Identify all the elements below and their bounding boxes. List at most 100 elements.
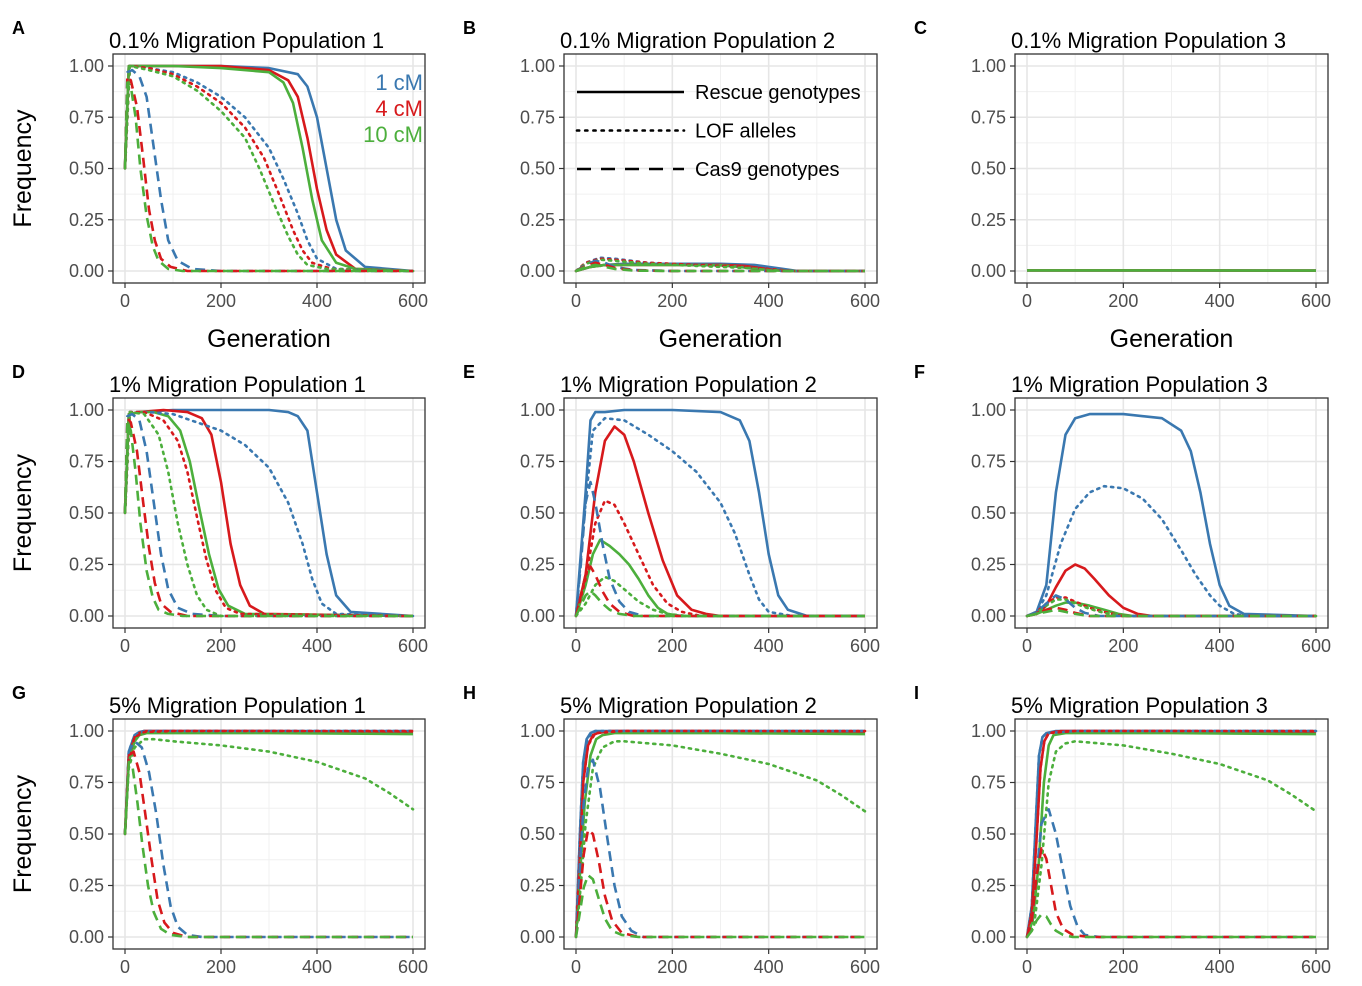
- x-tick-label: 400: [302, 291, 332, 311]
- y-tick-label: 0.50: [520, 503, 555, 523]
- x-tick-label: 200: [657, 957, 687, 977]
- y-tick-label: 0.75: [520, 107, 555, 127]
- panel-title: 5% Migration Population 3: [1011, 693, 1268, 718]
- panel-letter: G: [12, 683, 26, 703]
- x-tick-label: 0: [1022, 636, 1032, 656]
- y-tick-label: 0.25: [69, 555, 104, 575]
- panel-title: 0.1% Migration Population 2: [560, 28, 835, 53]
- y-tick-label: 0.00: [971, 927, 1006, 947]
- y-tick-label: 0.50: [69, 159, 104, 179]
- x-tick-label: 600: [398, 636, 428, 656]
- y-tick-label: 1.00: [69, 56, 104, 76]
- y-tick-label: 0.25: [520, 555, 555, 575]
- y-tick-label: 1.00: [971, 400, 1006, 420]
- x-tick-label: 400: [754, 291, 784, 311]
- y-tick-label: 0.75: [971, 452, 1006, 472]
- legend-linetype-label: Cas9 genotypes: [695, 159, 840, 181]
- x-tick-label: 400: [754, 957, 784, 977]
- panel-letter: E: [463, 362, 475, 382]
- y-tick-label: 0.00: [971, 261, 1006, 281]
- x-tick-label: 0: [571, 957, 581, 977]
- x-axis-title: Generation: [1110, 325, 1234, 353]
- panel-letter: A: [12, 18, 25, 38]
- x-tick-label: 0: [120, 291, 130, 311]
- y-tick-label: 0.75: [971, 107, 1006, 127]
- y-tick-label: 0.75: [971, 773, 1006, 793]
- x-axis-title: Generation: [207, 325, 331, 353]
- y-tick-label: 0.75: [69, 452, 104, 472]
- x-tick-label: 200: [1108, 957, 1138, 977]
- y-tick-label: 0.25: [69, 210, 104, 230]
- y-axis-title: Frequency: [9, 774, 37, 893]
- panel-letter: D: [12, 362, 25, 382]
- x-tick-label: 600: [398, 957, 428, 977]
- x-tick-label: 600: [1301, 636, 1331, 656]
- x-tick-label: 0: [1022, 957, 1032, 977]
- y-tick-label: 0.25: [520, 210, 555, 230]
- x-tick-label: 400: [1205, 636, 1235, 656]
- x-axis-title: Generation: [659, 325, 783, 353]
- x-tick-label: 200: [1108, 291, 1138, 311]
- panel-letter: B: [463, 18, 476, 38]
- y-tick-label: 0.50: [69, 503, 104, 523]
- legend-linetype-label: LOF alleles: [695, 121, 796, 143]
- x-tick-label: 0: [571, 291, 581, 311]
- x-tick-label: 600: [850, 291, 880, 311]
- y-tick-label: 0.50: [971, 159, 1006, 179]
- y-tick-label: 0.75: [69, 107, 104, 127]
- y-tick-label: 1.00: [69, 400, 104, 420]
- y-tick-label: 0.25: [971, 876, 1006, 896]
- y-tick-label: 0.75: [520, 773, 555, 793]
- y-tick-label: 0.00: [69, 927, 104, 947]
- y-tick-label: 1.00: [520, 56, 555, 76]
- x-tick-label: 600: [398, 291, 428, 311]
- y-tick-label: 0.00: [971, 606, 1006, 626]
- x-tick-label: 200: [657, 291, 687, 311]
- y-tick-label: 0.75: [520, 452, 555, 472]
- panel-title: 1% Migration Population 2: [560, 372, 817, 397]
- y-tick-label: 0.50: [971, 503, 1006, 523]
- y-tick-label: 0.50: [520, 824, 555, 844]
- y-axis-title: Frequency: [9, 453, 37, 572]
- y-tick-label: 0.50: [971, 824, 1006, 844]
- x-tick-label: 600: [1301, 291, 1331, 311]
- y-tick-label: 0.00: [69, 261, 104, 281]
- legend-linkage-label: 4 cM: [375, 96, 423, 121]
- y-tick-label: 1.00: [69, 721, 104, 741]
- y-tick-label: 1.00: [520, 400, 555, 420]
- x-tick-label: 400: [1205, 957, 1235, 977]
- y-tick-label: 0.00: [520, 261, 555, 281]
- panel-title: 1% Migration Population 3: [1011, 372, 1268, 397]
- y-tick-label: 0.25: [971, 210, 1006, 230]
- y-tick-label: 0.50: [69, 824, 104, 844]
- y-tick-label: 0.25: [971, 555, 1006, 575]
- x-tick-label: 200: [206, 957, 236, 977]
- panel-letter: H: [463, 683, 476, 703]
- legend-linkage-label: 1 cM: [375, 70, 423, 95]
- x-tick-label: 0: [120, 957, 130, 977]
- panel-title: 0.1% Migration Population 1: [109, 28, 384, 53]
- legend-linetype: Rescue genotypes LOF alleles Cas9 genotype…: [577, 82, 861, 181]
- x-tick-label: 400: [1205, 291, 1235, 311]
- y-tick-label: 0.00: [520, 606, 555, 626]
- y-tick-label: 0.00: [69, 606, 104, 626]
- panel-B: B 0.1% Migration Population 2 0 200 400 600 0.…: [463, 18, 880, 353]
- y-tick-label: 1.00: [971, 721, 1006, 741]
- panel-letter: F: [914, 362, 925, 382]
- legend-linetype-label: Rescue genotypes: [695, 82, 861, 104]
- y-axis-title: Frequency: [9, 109, 37, 228]
- legend-linkage-label: 10 cM: [363, 122, 423, 147]
- x-tick-label: 600: [1301, 957, 1331, 977]
- x-tick-label: 200: [206, 291, 236, 311]
- x-tick-label: 0: [571, 636, 581, 656]
